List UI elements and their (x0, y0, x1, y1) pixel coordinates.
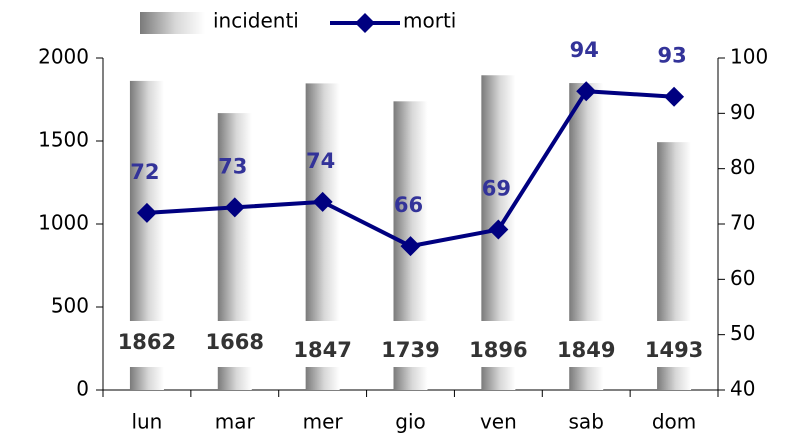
x-tick-label: mar (215, 410, 256, 434)
x-tick-label: lun (131, 410, 162, 434)
data-label: 1668 (206, 330, 264, 354)
legend-swatch (140, 12, 205, 34)
data-label: 69 (482, 177, 511, 201)
legend-marker (355, 13, 375, 33)
data-label: 72 (130, 160, 159, 184)
data-label-bg (460, 321, 537, 367)
marker (488, 219, 509, 240)
data-label-bg (372, 321, 449, 367)
marker (400, 236, 421, 257)
data-label-bg (284, 321, 361, 367)
marker (664, 86, 685, 107)
x-tick-label: ven (480, 410, 517, 434)
data-label: 1847 (293, 338, 351, 362)
data-label: 1896 (469, 338, 527, 362)
y2-tick-label: 50 (730, 321, 755, 345)
data-label: 1849 (557, 338, 615, 362)
data-label: 1493 (645, 338, 703, 362)
y2-tick-label: 100 (730, 45, 768, 69)
y-tick-label: 2000 (38, 45, 89, 69)
marker (576, 81, 597, 102)
y2-tick-label: 40 (730, 377, 755, 401)
y2-tick-label: 70 (730, 211, 755, 235)
legend-label: incidenti (213, 9, 299, 33)
y-tick-label: 0 (76, 377, 89, 401)
y-tick-label: 1500 (38, 128, 89, 152)
data-label-bg (636, 321, 713, 367)
y2-tick-label: 90 (730, 100, 755, 124)
marker (312, 191, 333, 212)
marker (224, 197, 245, 218)
data-label-bg (196, 321, 273, 367)
data-label: 73 (218, 154, 247, 178)
y-tick-label: 1000 (38, 211, 89, 235)
x-tick-label: sab (569, 410, 604, 434)
x-tick-label: mer (303, 410, 344, 434)
x-tick-label: gio (395, 410, 426, 434)
legend-label: morti (403, 9, 456, 33)
x-tick-label: dom (652, 410, 696, 434)
data-label-bg (548, 321, 625, 367)
marker (136, 202, 157, 223)
data-label: 94 (570, 38, 599, 62)
data-label: 93 (657, 44, 686, 68)
y2-tick-label: 80 (730, 155, 755, 179)
y-tick-label: 500 (51, 294, 89, 318)
data-label: 1739 (381, 338, 439, 362)
data-label-bg (108, 321, 185, 367)
data-label: 66 (394, 193, 423, 217)
data-label: 1862 (118, 330, 176, 354)
y2-tick-label: 60 (730, 266, 755, 290)
data-label: 74 (306, 149, 335, 173)
